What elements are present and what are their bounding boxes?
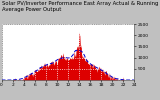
Text: Solar PV/Inverter Performance East Array Actual & Running Average Power Output: Solar PV/Inverter Performance East Array… [2, 1, 158, 12]
